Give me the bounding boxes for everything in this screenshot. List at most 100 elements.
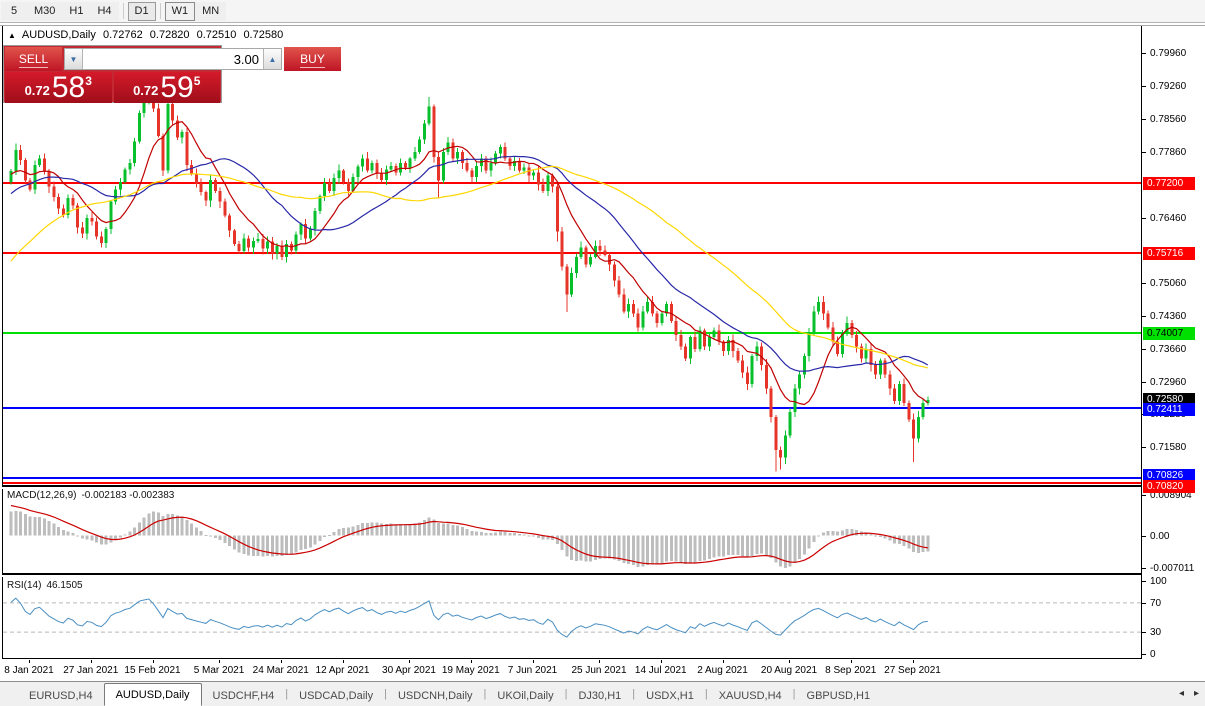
- candle-body: [342, 170, 345, 182]
- timeframe-button-D1[interactable]: D1: [127, 1, 156, 21]
- date-axis-label: 8 Sep 2021: [825, 665, 877, 676]
- candle-body: [380, 173, 383, 180]
- macd-histogram-bar: [527, 535, 531, 537]
- candle-body: [584, 247, 588, 265]
- sell-price-prefix: 0.72: [24, 83, 50, 98]
- buy-price-tile[interactable]: 0.72 59 5: [113, 70, 220, 104]
- buy-price-big: 59: [160, 70, 194, 104]
- candle-body: [118, 181, 122, 190]
- candle-body: [636, 313, 640, 328]
- macd-histogram-bar: [403, 524, 407, 536]
- toolbar-separator: [122, 3, 124, 19]
- candle-body: [627, 304, 630, 312]
- candle-body: [204, 192, 208, 201]
- candle-body: [631, 304, 635, 314]
- chart-tab-UKOil-Daily[interactable]: UKOil,Daily: [497, 690, 554, 702]
- macd-histogram-bar: [774, 535, 778, 563]
- timeframe-button-H1[interactable]: H1: [62, 1, 91, 21]
- macd-histogram-bar: [622, 535, 626, 564]
- macd-histogram-bar: [128, 531, 132, 536]
- candle-body: [99, 236, 103, 243]
- macd-histogram-bar: [61, 530, 65, 536]
- macd-histogram-bar: [99, 535, 103, 545]
- macd-histogram-bar: [114, 535, 117, 541]
- buy-button[interactable]: BUY: [284, 47, 341, 71]
- macd-histogram-bar: [760, 535, 763, 554]
- candle-body: [422, 123, 426, 140]
- date-axis-label: 25 Jun 2021: [571, 665, 627, 676]
- candle-body: [14, 149, 18, 172]
- macd-histogram-bar: [717, 535, 721, 557]
- sell-button[interactable]: SELL: [5, 47, 62, 71]
- candle-body: [741, 360, 744, 373]
- tabs-scroll-left-button[interactable]: ◂: [1178, 688, 1184, 699]
- collapse-arrow-icon[interactable]: ▲: [8, 31, 16, 40]
- macd-histogram-bar: [826, 530, 830, 536]
- chart-tab-DJ30-H1[interactable]: DJ30,H1: [578, 690, 622, 702]
- macd-histogram-bar: [612, 535, 616, 560]
- macd-histogram-bar: [669, 535, 673, 562]
- volume-input[interactable]: [82, 49, 264, 69]
- timeframe-button-H4[interactable]: H4: [90, 1, 119, 21]
- candle-body: [484, 158, 488, 171]
- date-axis-label: 24 Mar 2021: [252, 665, 309, 676]
- chart-tab-AUDUSD-Daily[interactable]: AUDUSD,Daily: [103, 683, 202, 706]
- macd-histogram-bar: [484, 532, 488, 536]
- macd-histogram-bar: [812, 535, 816, 543]
- chart-tab-USDX-H1[interactable]: USDX,H1: [646, 690, 694, 702]
- candle-body: [560, 231, 564, 267]
- timeframe-button-MN[interactable]: MN: [195, 1, 227, 21]
- candle-body: [750, 355, 754, 384]
- candle-body: [760, 346, 763, 366]
- tabs-scroll-right-button[interactable]: ▸: [1193, 688, 1199, 699]
- chevron-up-icon: ▲: [268, 54, 277, 64]
- candle-body: [237, 243, 241, 251]
- candle-body: [731, 339, 735, 352]
- chart-tab-USDCNH-Daily[interactable]: USDCNH,Daily: [397, 690, 473, 702]
- candle-body: [722, 341, 725, 352]
- candle-body: [261, 239, 265, 249]
- volume-decrease-button[interactable]: ▼: [65, 49, 82, 69]
- timeframe-button-M30[interactable]: M30: [27, 1, 63, 21]
- macd-histogram-bar: [33, 517, 37, 536]
- chart-tab-GBPUSD-H1[interactable]: GBPUSD,H1: [806, 690, 871, 702]
- macd-histogram-bar: [731, 535, 735, 555]
- timeframe-button-W1[interactable]: W1: [164, 1, 196, 21]
- volume-stepper: ▼ ▲: [64, 48, 282, 70]
- candle-body: [802, 355, 806, 375]
- candle-body: [669, 304, 673, 321]
- macd-histogram-bar: [441, 523, 445, 536]
- candle-body: [142, 101, 146, 114]
- candle-body: [232, 230, 236, 244]
- macd-histogram-bar: [565, 535, 569, 557]
- volume-increase-button[interactable]: ▲: [264, 49, 281, 69]
- moving-average-line-25: [10, 155, 929, 372]
- macd-histogram-bar: [71, 532, 75, 536]
- chart-tab-USDCHF-H4[interactable]: USDCHF,H4: [212, 690, 275, 702]
- date-axis-tick: [660, 660, 662, 663]
- date-axis-label: 7 Jun 2021: [507, 665, 558, 676]
- macd-histogram-bar: [541, 535, 545, 540]
- macd-histogram-bar: [603, 535, 607, 559]
- candle-body: [460, 151, 464, 164]
- macd-histogram-bar: [199, 531, 203, 536]
- sell-price-tile[interactable]: 0.72 58 3: [5, 72, 112, 103]
- macd-histogram-bar: [750, 535, 754, 556]
- chart-tab-USDCAD-Daily[interactable]: USDCAD,Daily: [299, 690, 374, 702]
- macd-histogram-bar: [137, 522, 141, 536]
- macd-histogram-bar: [456, 525, 459, 536]
- candle-body: [902, 383, 906, 403]
- chart-tab-EURUSD-H4[interactable]: EURUSD,H4: [29, 690, 93, 702]
- ohlc-high: 0.72820: [149, 29, 190, 41]
- candle-body: [128, 163, 132, 170]
- candle-body: [294, 234, 298, 251]
- chart-tab-XAUUSD-H4[interactable]: XAUUSD,H4: [718, 690, 782, 702]
- timeframe-button-5[interactable]: 5: [1, 1, 27, 21]
- macd-histogram-bar: [475, 531, 478, 536]
- macd-histogram-bar: [598, 535, 602, 560]
- candle-body: [783, 435, 787, 458]
- candle-body: [432, 106, 436, 157]
- macd-histogram-bar: [636, 535, 640, 567]
- candle-body: [85, 218, 89, 234]
- candle-body: [95, 221, 98, 237]
